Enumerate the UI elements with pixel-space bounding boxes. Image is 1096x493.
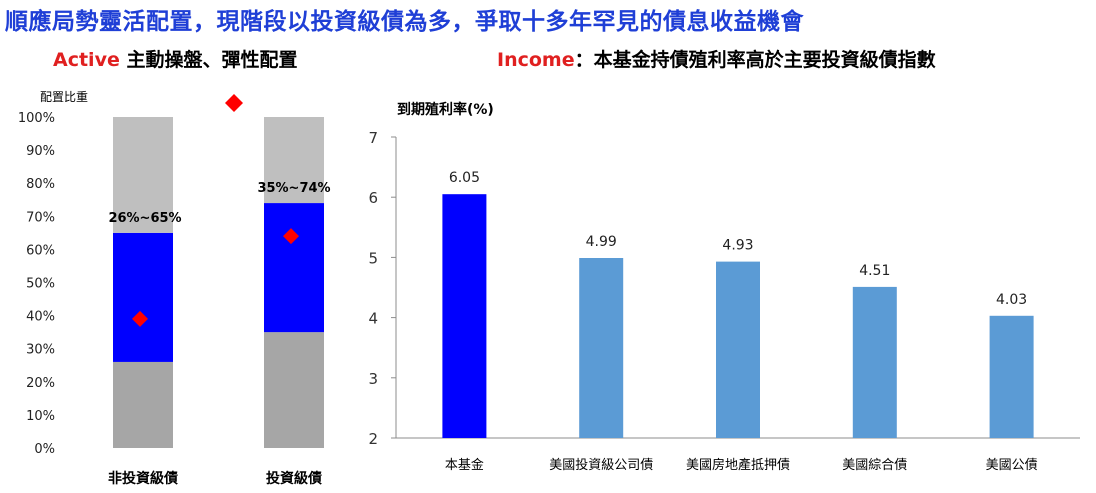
yield-bar: [716, 261, 760, 438]
right-y-tick-label: 3: [368, 370, 378, 388]
left-heading-text: 主動操盤、彈性配置: [119, 49, 298, 71]
left-y-axis-label: 配置比重: [40, 90, 88, 104]
allocation-range-bar: [113, 232, 173, 362]
allocation-range-bar: [264, 203, 324, 333]
left-y-tick-label: 90%: [26, 144, 55, 159]
range-data-label: 26%~65%: [108, 211, 181, 226]
left-heading-highlight: Active: [53, 49, 120, 71]
lower-band-bar: [264, 332, 324, 448]
yield-data-label: 4.03: [996, 292, 1027, 308]
left-y-tick-label: 0%: [34, 442, 55, 457]
right-y-tick-label: 6: [368, 189, 378, 207]
left-y-tick-label: 40%: [26, 310, 55, 325]
right-x-tick-label: 本基金: [445, 457, 484, 473]
range-data-label: 35%~74%: [257, 181, 330, 196]
right-y-tick-label: 7: [368, 129, 378, 147]
yield-bar: [852, 286, 897, 438]
yield-data-label: 4.93: [722, 238, 753, 254]
lower-band-bar: [113, 361, 173, 448]
right-x-tick-label: 美國房地產抵押債: [686, 457, 790, 473]
left-y-tick-label: 20%: [26, 376, 55, 391]
left-y-tick-label: 70%: [26, 210, 55, 225]
yield-data-label: 4.99: [586, 234, 617, 250]
yield-bar: [579, 258, 624, 438]
marker-diamond: [283, 228, 299, 245]
right-chart-heading: Income：本基金持債殖利率高於主要投資級債指數: [497, 45, 936, 72]
page-headline: 順應局勢靈活配置，現階段以投資級債為多，爭取十多年罕見的債息收益機會: [5, 9, 804, 35]
left-y-tick-label: 10%: [26, 409, 55, 424]
yield-data-label: 6.05: [449, 170, 480, 186]
upper-band-bar: [264, 117, 324, 204]
yield-data-label: 4.51: [859, 263, 890, 279]
legend-marker-diamond: [225, 94, 243, 112]
right-y-tick-label: 5: [368, 249, 378, 267]
upper-band-bar: [113, 117, 173, 233]
marker-diamond: [132, 310, 148, 327]
left-y-tick-label: 60%: [26, 243, 55, 258]
right-x-tick-label: 美國投資級公司債: [549, 457, 653, 473]
right-x-tick-label: 美國公債: [986, 458, 1038, 473]
left-y-tick-label: 80%: [26, 177, 55, 192]
left-y-tick-label: 50%: [26, 277, 55, 292]
right-y-tick-label: 4: [368, 310, 378, 328]
left-y-tick-label: 100%: [18, 111, 55, 126]
right-heading-text: ：本基金持債殖利率高於主要投資級債指數: [574, 49, 936, 71]
right-y-axis-label: 到期殖利率(%): [397, 101, 494, 118]
right-y-tick-label: 2: [368, 430, 378, 448]
right-heading-highlight: Income: [497, 49, 575, 71]
left-chart-heading: Active 主動操盤、彈性配置: [53, 45, 297, 72]
yield-bar: [989, 315, 1034, 438]
right-x-tick-label: 美國綜合債: [842, 458, 907, 473]
left-y-tick-label: 30%: [26, 343, 55, 358]
left-x-tick-label: 投資級債: [266, 470, 322, 487]
left-x-tick-label: 非投資級債: [108, 470, 178, 487]
yield-bar: [442, 194, 487, 438]
